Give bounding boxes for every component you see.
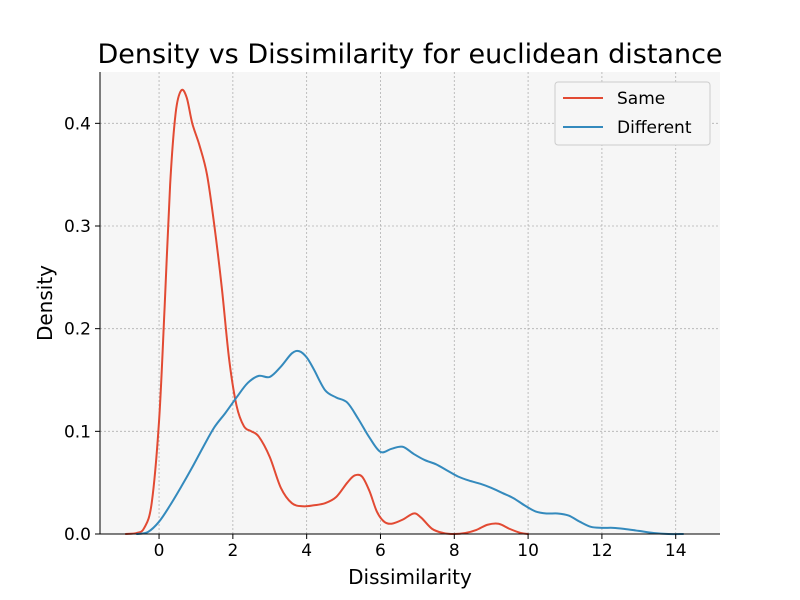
- x-tick-label: 12: [591, 541, 613, 561]
- x-tick-label: 0: [154, 541, 165, 561]
- ticks: 0 2 4 6 8 10 12 14 0.0 0.1 0.2 0.3 0.4: [64, 114, 687, 561]
- y-tick-label: 0.0: [64, 525, 91, 545]
- x-tick-label: 6: [375, 541, 386, 561]
- y-tick-label: 0.1: [64, 422, 91, 442]
- legend: Same Different: [554, 81, 711, 146]
- series-line-same: [124, 88, 530, 535]
- series-line-different: [135, 349, 685, 536]
- x-tick-label: 8: [449, 541, 460, 561]
- series-layer: [124, 88, 685, 536]
- x-tick-label: 2: [227, 541, 238, 561]
- x-axis-label: Dissimilarity: [348, 565, 472, 589]
- y-tick-label: 0.4: [64, 114, 91, 134]
- chart-title: Density vs Dissimilarity for euclidean d…: [97, 39, 722, 70]
- legend-label-different: Different: [617, 118, 692, 138]
- y-tick-label: 0.3: [64, 217, 91, 237]
- x-tick-label: 4: [301, 541, 312, 561]
- y-tick-label: 0.2: [64, 320, 91, 340]
- plot-area: [100, 72, 720, 534]
- x-tick-label: 14: [665, 541, 687, 561]
- y-axis-label: Density: [33, 265, 57, 341]
- legend-label-same: Same: [617, 89, 665, 109]
- x-tick-label: 10: [517, 541, 539, 561]
